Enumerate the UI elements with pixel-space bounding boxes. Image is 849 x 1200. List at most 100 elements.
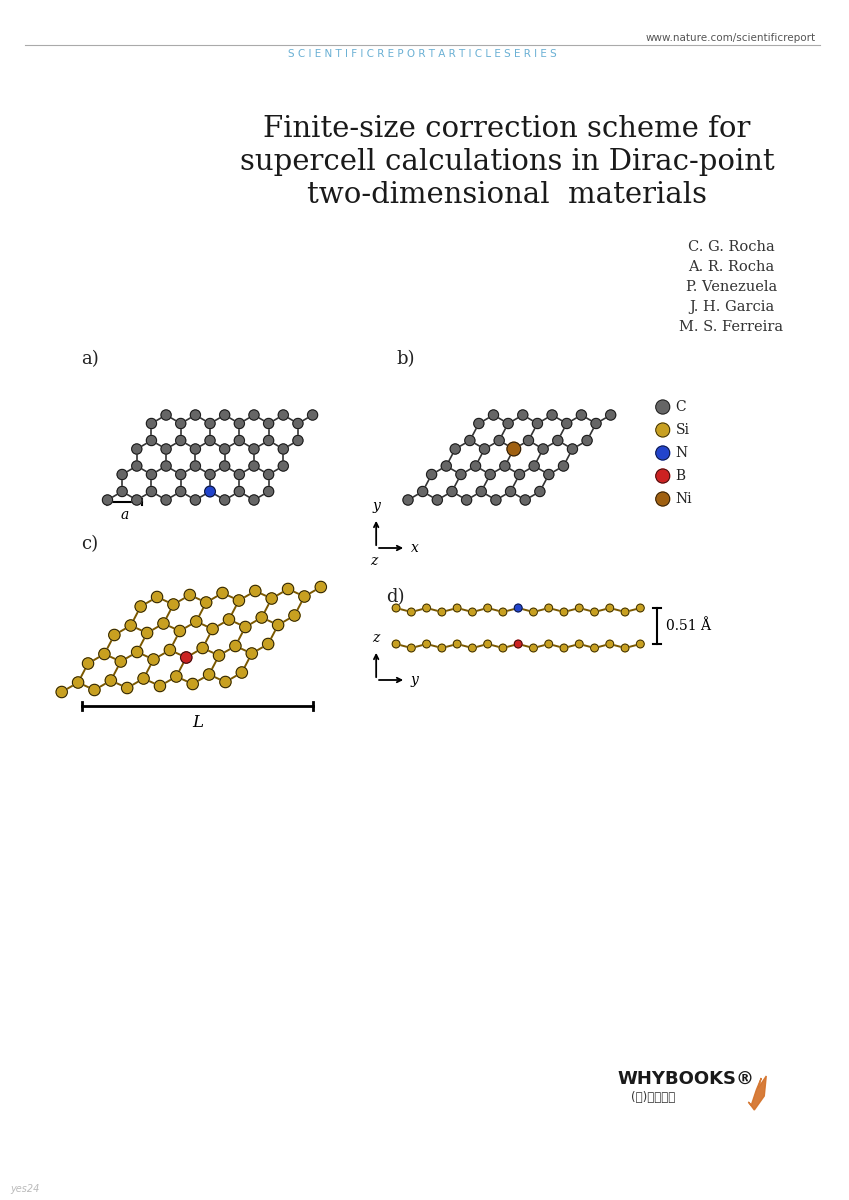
Circle shape [132, 461, 142, 472]
Circle shape [187, 678, 199, 690]
Circle shape [441, 461, 452, 472]
Circle shape [184, 589, 195, 601]
Text: b): b) [396, 350, 414, 368]
Circle shape [307, 410, 318, 420]
Circle shape [190, 494, 200, 505]
Text: c): c) [82, 535, 98, 553]
Circle shape [605, 410, 616, 420]
Circle shape [523, 436, 533, 445]
Circle shape [560, 644, 568, 652]
Circle shape [392, 640, 400, 648]
Circle shape [72, 677, 84, 688]
Circle shape [576, 640, 583, 648]
Circle shape [223, 613, 234, 625]
Text: C: C [676, 400, 686, 414]
Text: supercell calculations in Dirac-point: supercell calculations in Dirac-point [239, 148, 774, 176]
Circle shape [146, 469, 156, 480]
Circle shape [438, 608, 446, 616]
Circle shape [117, 469, 127, 480]
Circle shape [476, 486, 486, 497]
Circle shape [488, 410, 498, 420]
Circle shape [220, 677, 231, 688]
Circle shape [263, 469, 273, 480]
Text: y: y [372, 499, 380, 514]
Text: S C I E N T I F I C R E P O R T A R T I C L E S E R I E S: S C I E N T I F I C R E P O R T A R T I … [288, 49, 557, 59]
Circle shape [543, 469, 554, 480]
Circle shape [220, 410, 230, 420]
Circle shape [132, 494, 142, 505]
Circle shape [299, 590, 310, 602]
Circle shape [181, 652, 192, 664]
Circle shape [576, 410, 587, 420]
Circle shape [655, 492, 670, 506]
Circle shape [273, 619, 284, 631]
Circle shape [423, 604, 430, 612]
Circle shape [234, 486, 245, 497]
Circle shape [262, 638, 274, 649]
Circle shape [132, 647, 143, 658]
Circle shape [453, 604, 461, 612]
Circle shape [408, 644, 415, 652]
Circle shape [98, 648, 110, 660]
Circle shape [151, 592, 163, 602]
Circle shape [560, 608, 568, 616]
Circle shape [538, 444, 548, 454]
Circle shape [637, 604, 644, 612]
Circle shape [520, 494, 531, 505]
Circle shape [655, 469, 670, 482]
Circle shape [190, 410, 200, 420]
Text: N: N [676, 446, 688, 460]
Circle shape [56, 686, 67, 697]
Circle shape [514, 640, 522, 648]
Circle shape [207, 623, 218, 635]
Circle shape [456, 469, 466, 480]
Circle shape [138, 673, 149, 684]
Text: (주)와이북스: (주)와이북스 [631, 1091, 675, 1104]
Circle shape [485, 469, 495, 480]
Circle shape [562, 419, 572, 428]
Text: B: B [676, 469, 686, 482]
Circle shape [168, 599, 179, 610]
Circle shape [655, 422, 670, 437]
Circle shape [176, 419, 186, 428]
Circle shape [529, 461, 539, 472]
Circle shape [249, 410, 259, 420]
Circle shape [535, 486, 545, 497]
Circle shape [103, 494, 113, 505]
Circle shape [117, 486, 127, 497]
Circle shape [469, 608, 476, 616]
Circle shape [484, 640, 492, 648]
Circle shape [503, 419, 513, 428]
Circle shape [161, 461, 171, 472]
Circle shape [530, 644, 537, 652]
Circle shape [249, 444, 259, 454]
Circle shape [403, 494, 413, 505]
Circle shape [591, 608, 599, 616]
Circle shape [438, 644, 446, 652]
Circle shape [576, 604, 583, 612]
Circle shape [408, 608, 415, 616]
Text: d): d) [386, 588, 405, 606]
Circle shape [514, 604, 522, 612]
Circle shape [148, 654, 160, 665]
Circle shape [250, 586, 261, 596]
Text: y: y [411, 673, 419, 686]
Circle shape [146, 419, 156, 428]
Text: x: x [411, 541, 419, 554]
Circle shape [278, 444, 289, 454]
Circle shape [507, 442, 520, 456]
Circle shape [637, 640, 644, 648]
Circle shape [155, 680, 166, 691]
Text: www.nature.com/scientificreport: www.nature.com/scientificreport [645, 32, 815, 43]
Text: 0.51 Å: 0.51 Å [666, 619, 711, 634]
Text: Finite-size correction scheme for: Finite-size correction scheme for [263, 115, 751, 143]
Circle shape [462, 494, 472, 505]
Circle shape [263, 436, 273, 445]
Circle shape [234, 469, 245, 480]
Circle shape [655, 400, 670, 414]
Circle shape [205, 469, 215, 480]
Circle shape [190, 444, 200, 454]
Circle shape [559, 461, 569, 472]
Circle shape [89, 684, 100, 696]
Circle shape [289, 610, 301, 622]
